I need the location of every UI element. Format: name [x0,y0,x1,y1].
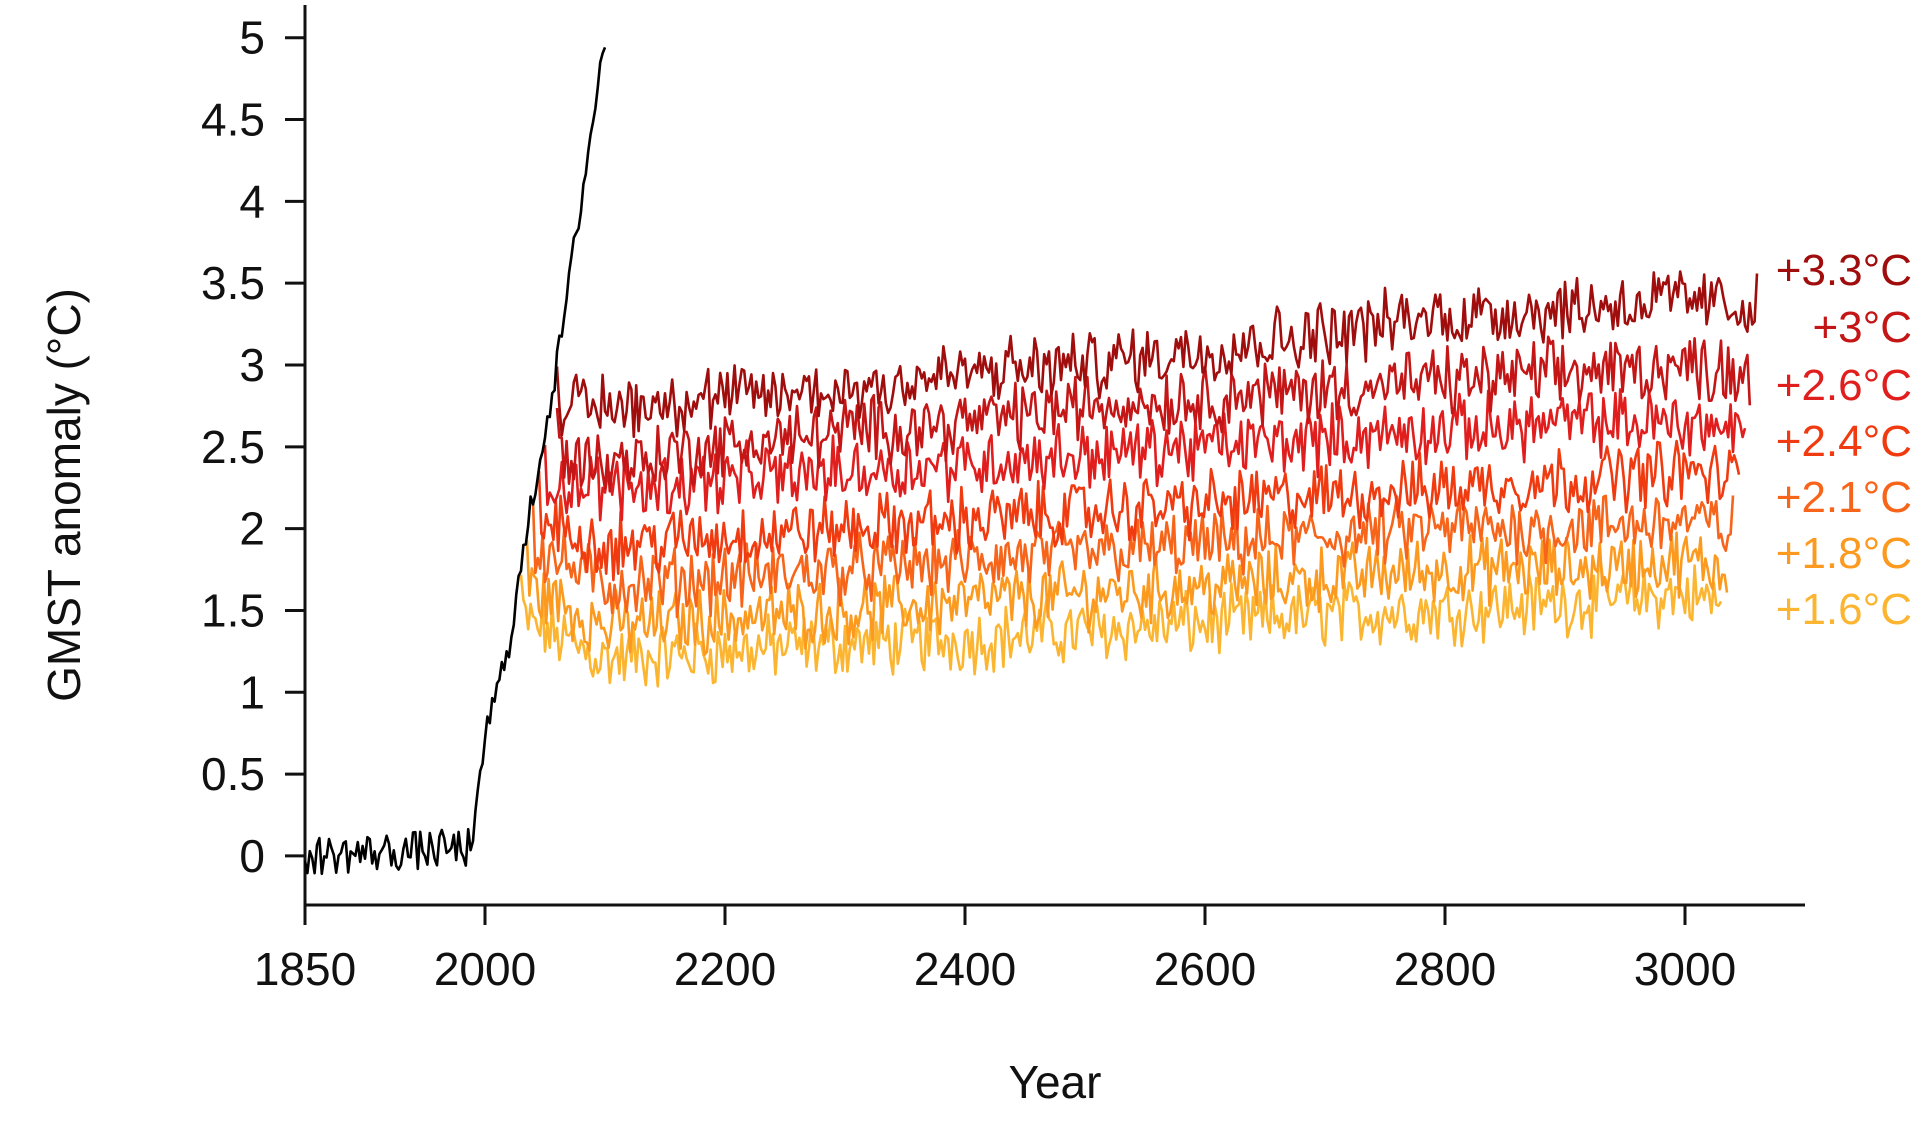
plot-lines [303,46,1759,876]
y-tick-label: 2.5 [201,421,265,473]
x-tick-label: 2800 [1394,943,1496,995]
x-tick-label: 2000 [434,943,536,995]
series-label: +2.4°C [1776,417,1912,466]
y-tick-label: 3.5 [201,257,265,309]
y-tick-label: 3 [239,339,265,391]
series-line [537,439,1741,582]
y-tick-label: 2 [239,503,265,555]
x-axis-label: Year [1009,1056,1102,1108]
series-label: +2.1°C [1776,473,1912,522]
y-tick-label: 4.5 [201,94,265,146]
series-label: +1.8°C [1776,529,1912,578]
x-tick-label: 1850 [254,943,356,995]
series-label: +1.6°C [1776,585,1912,634]
y-tick-label: 1.5 [201,584,265,636]
x-tick-label: 3000 [1634,943,1736,995]
series-label: +3.3°C [1776,246,1912,295]
x-tick-label: 2200 [674,943,776,995]
series-line [519,561,1723,688]
series-label: +3°C [1812,303,1912,352]
series-line [555,270,1759,439]
series-line [525,531,1729,656]
y-tick-label: 0 [239,830,265,882]
y-tick-label: 5 [239,12,265,64]
series-line [555,335,1752,493]
series-line [531,494,1735,619]
y-axis-label: GMST anomaly (°C) [38,288,90,702]
y-ticks: 0 0.5 1 1.5 2 2.5 3 3.5 4 4.5 5 [201,12,305,882]
historical-line [303,46,607,876]
x-tick-label: 2600 [1154,943,1256,995]
y-tick-label: 1 [239,666,265,718]
series-labels: +3.3°C +3°C +2.6°C +2.4°C +2.1°C +1.8°C +1.6°C [1776,246,1912,634]
y-tick-label: 0.5 [201,748,265,800]
series-label: +2.6°C [1776,361,1912,410]
x-ticks: 1850 2000 2200 2400 2600 2800 3000 [254,905,1736,995]
x-tick-label: 2400 [914,943,1016,995]
y-tick-label: 4 [239,175,265,227]
axes: 0 0.5 1 1.5 2 2.5 3 3.5 4 4.5 5 1850 2000 2200 2400 26… [201,5,1805,995]
